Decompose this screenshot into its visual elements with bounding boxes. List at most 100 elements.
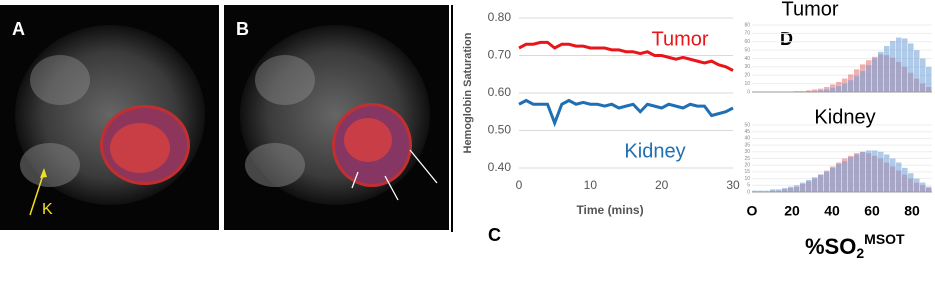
histogram-bar: [920, 182, 926, 192]
x-tick-label: 80: [904, 203, 920, 219]
histogram-bar: [866, 65, 872, 92]
histogram-bar: [902, 167, 908, 192]
series-label: Kidney: [624, 140, 685, 162]
y-tick-label: 40: [744, 136, 750, 142]
x-axis-label: %SO2MSOT: [805, 231, 905, 261]
y-tick-label: 45: [744, 129, 750, 135]
x-tick-label: O: [747, 203, 758, 219]
histogram-bar: [908, 43, 914, 92]
histogram-bar: [860, 151, 866, 192]
panel-label: C: [488, 225, 501, 245]
histogram-bar: [824, 89, 830, 92]
histogram-bar: [848, 157, 854, 192]
y-tick-label: 35: [744, 142, 750, 148]
histogram-bar: [872, 58, 878, 92]
y-axis-label: Hemoglobin Saturation: [462, 32, 474, 153]
histogram-bar: [764, 190, 770, 192]
histogram-bar: [824, 171, 830, 192]
image-b: B: [224, 5, 449, 230]
chart-title: Tumor: [781, 0, 838, 20]
histogram-bar: [878, 51, 884, 92]
series-label: Tumor: [651, 28, 708, 50]
histogram-bar: [752, 190, 758, 192]
y-tick-label: 20: [744, 73, 750, 79]
histogram-bar: [800, 182, 806, 192]
y-tick-label: 40: [744, 56, 750, 62]
x-axis-label-sup: MSOT: [864, 231, 905, 247]
histogram-bar: [830, 167, 836, 192]
histogram-bar: [812, 177, 818, 192]
histogram-bar: [794, 185, 800, 192]
x-tick-label: 30: [726, 178, 740, 192]
histogram-bar: [812, 89, 818, 92]
x-tick-label: 10: [584, 178, 598, 192]
histogram-bar: [914, 178, 920, 192]
y-tick-label: 30: [744, 64, 750, 70]
y-tick-label: 25: [744, 156, 750, 162]
histogram-bar: [818, 90, 824, 92]
image-a: A K: [0, 5, 219, 230]
x-axis-label-main: %SO: [805, 234, 856, 259]
histogram-bar: [776, 189, 782, 192]
histogram-bar: [836, 163, 842, 192]
histogram-bar: [920, 58, 926, 92]
histogram-bar: [908, 173, 914, 192]
histogram-bar: [818, 174, 824, 192]
x-tick-label: 20: [655, 178, 669, 192]
y-tick-label: 60: [744, 39, 750, 45]
y-tick-label: 80: [744, 22, 750, 28]
x-tick-label: 20: [784, 203, 800, 219]
histogram-bar: [884, 45, 890, 92]
histogram-bar: [926, 66, 932, 92]
histogram-bar: [758, 190, 764, 192]
histogram-bar: [926, 186, 932, 192]
y-tick-label: 20: [744, 163, 750, 169]
histogram-bar: [836, 86, 842, 92]
histogram-bar: [902, 38, 908, 92]
histogram-bar: [842, 83, 848, 92]
x-tick-label: 40: [824, 203, 840, 219]
x-tick-label: 0: [516, 178, 523, 192]
histogram-bar: [782, 187, 788, 192]
y-tick-label: 0.50: [488, 123, 512, 137]
histogram-bar: [770, 189, 776, 192]
histogram-bar: [842, 161, 848, 192]
y-tick-label: 10: [744, 176, 750, 182]
x-axis-label: Time (mins): [576, 203, 643, 217]
y-tick-label: 50: [744, 47, 750, 53]
y-tick-label: 10: [744, 81, 750, 87]
panel-label: D: [780, 29, 793, 49]
marker-label: K: [42, 201, 53, 218]
y-tick-label: 0.80: [488, 10, 512, 24]
histogram-bar: [914, 50, 920, 92]
chart-title: Kidney: [814, 106, 875, 128]
histogram-bar: [878, 151, 884, 192]
y-tick-label: 30: [744, 149, 750, 155]
histogram-bar: [896, 162, 902, 192]
histogram-bar: [788, 186, 794, 192]
y-tick-label: 70: [744, 31, 750, 37]
histogram-bar: [890, 158, 896, 192]
histogram-bar: [884, 154, 890, 192]
x-tick-label: 60: [864, 203, 880, 219]
y-tick-label: 0.40: [488, 160, 512, 174]
panel-label: A: [12, 19, 25, 39]
y-tick-label: 0.60: [488, 85, 512, 99]
histogram-bar: [872, 150, 878, 192]
x-axis-label-sub: 2: [856, 245, 864, 261]
y-tick-label: 0: [747, 89, 750, 95]
histogram-bar: [890, 40, 896, 92]
panel-label: B: [236, 19, 249, 39]
line-series: [518, 98, 734, 128]
histogram-bar: [896, 37, 902, 92]
histogram-bar: [854, 76, 860, 92]
histogram-bar: [806, 179, 812, 192]
y-tick-label: 5: [747, 183, 750, 189]
y-tick-label: 15: [744, 169, 750, 175]
histogram-bar: [860, 71, 866, 92]
histogram-bar: [854, 154, 860, 192]
histogram-bar: [848, 80, 854, 92]
y-tick-label: 0: [747, 189, 750, 195]
